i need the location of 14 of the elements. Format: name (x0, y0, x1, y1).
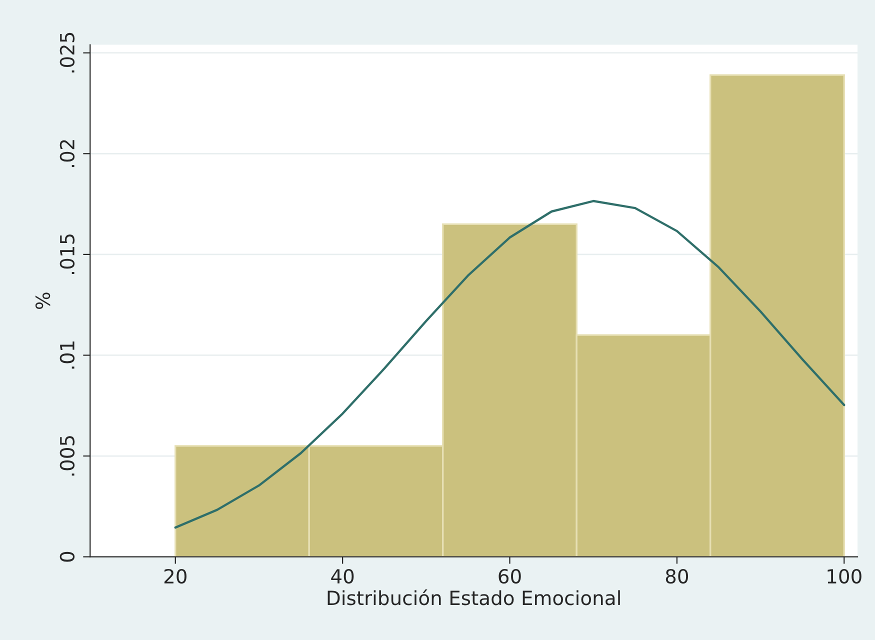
x-tick-label: 80 (666, 568, 688, 584)
y-tick-label: .005 (60, 436, 75, 476)
x-tick-label: 60 (498, 568, 521, 584)
y-axis-title: % (35, 292, 50, 309)
y-tick-label: .025 (60, 32, 75, 72)
x-tick-label: 20 (164, 568, 186, 584)
line-series (174, 200, 846, 529)
y-tick-label: .01 (60, 342, 75, 369)
x-tick-label: 40 (331, 568, 354, 584)
x-axis-title: Distribución Estado Emocional (328, 589, 620, 606)
y-tick-label: .02 (60, 140, 75, 168)
y-tick-label: .015 (60, 234, 75, 274)
x-tick-label: 100 (828, 568, 862, 584)
y-tick-label: 0 (60, 552, 75, 562)
